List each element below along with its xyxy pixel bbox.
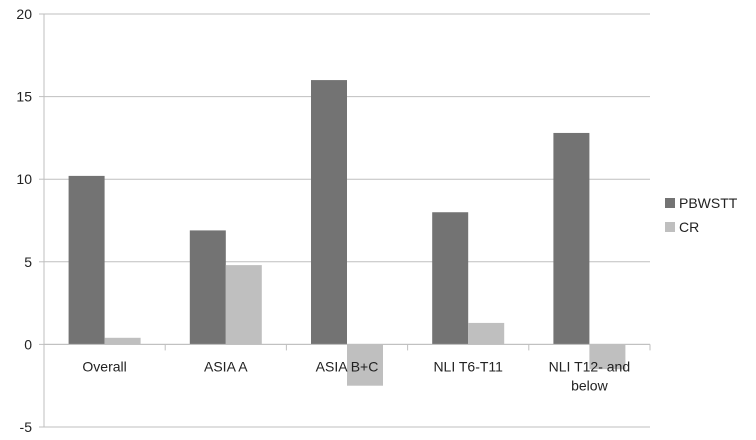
legend-swatch-pbwstt [665, 198, 675, 208]
bar-cr-4 [589, 344, 626, 370]
bar-cr-2 [347, 344, 383, 386]
bar-pbwstt-2 [311, 80, 347, 345]
x-tick-label: ASIA B+C [316, 358, 379, 374]
x-axis: Overall ASIA A ASIA B+C NLI T6-T11 NLI T12- … [43, 343, 651, 393]
bar-cr-3 [468, 322, 505, 345]
x-tick-label: ASIA A [204, 358, 248, 374]
legend-label-cr: CR [679, 219, 699, 235]
y-tick-label: -5 [20, 419, 33, 435]
legend: PBWSTT CR [665, 195, 738, 235]
legend-label-pbwstt: PBWSTT [679, 195, 738, 211]
x-tick-label: Overall [82, 358, 126, 374]
legend-swatch-cr [665, 222, 675, 232]
y-tick-label: 20 [16, 6, 32, 22]
bar-pbwstt-4 [553, 132, 590, 345]
bars [68, 80, 626, 386]
bar-cr-0 [104, 337, 141, 345]
y-tick-label: 15 [16, 89, 32, 105]
y-tick-label: 0 [24, 336, 32, 352]
y-tick-label: 10 [16, 171, 32, 187]
x-tick-label: NLI T6-T11 [433, 358, 503, 374]
bar-cr-1 [225, 265, 262, 345]
bar-pbwstt-1 [189, 230, 226, 345]
y-axis: -5 0 5 10 15 20 [16, 6, 45, 435]
y-tick-label: 5 [24, 254, 32, 270]
bar-pbwstt-3 [432, 212, 469, 345]
bar-pbwstt-0 [68, 175, 105, 345]
x-tick-label: NLI T12- and below [549, 358, 630, 393]
